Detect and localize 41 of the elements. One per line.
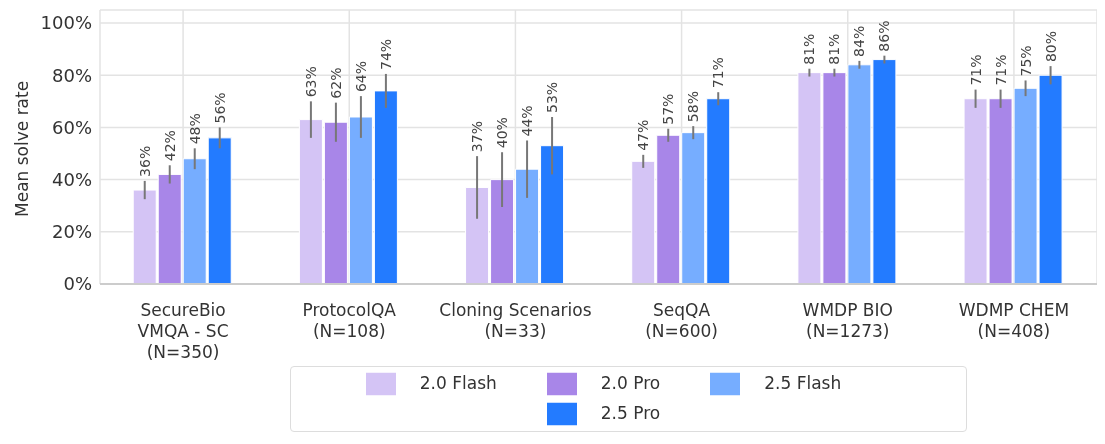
legend-label: 2.0 Flash bbox=[419, 373, 497, 393]
data-label: 64% bbox=[352, 60, 369, 93]
data-label: 71% bbox=[992, 54, 1009, 86]
data-label: 47% bbox=[635, 119, 652, 151]
data-label: 71% bbox=[710, 57, 727, 89]
x-tick-label: SeqQA (N=600) bbox=[645, 300, 718, 341]
y-tick-label: 40% bbox=[51, 169, 92, 191]
data-label: 63% bbox=[302, 66, 319, 98]
legend-label: 2.5 Pro bbox=[600, 403, 661, 423]
data-label: 53% bbox=[544, 81, 561, 113]
data-label: 75% bbox=[1017, 45, 1034, 77]
data-label: 74% bbox=[377, 38, 394, 70]
data-label: 57% bbox=[660, 93, 677, 125]
data-label: 81% bbox=[826, 33, 843, 65]
x-tick-label: SecureBio VMQA - SC (N=350) bbox=[137, 300, 229, 362]
data-label: 44% bbox=[519, 105, 536, 137]
data-label: 86% bbox=[876, 20, 893, 52]
y-tick-label: 20% bbox=[51, 221, 92, 243]
x-tick-label: WMDP BIO (N=1273) bbox=[802, 300, 893, 341]
data-label: 81% bbox=[801, 33, 818, 65]
y-tick-label: 80% bbox=[51, 64, 92, 86]
y-tick-label: 0% bbox=[63, 273, 92, 295]
x-tick-label: ProtocolQA (N=108) bbox=[302, 300, 397, 341]
legend-label: 2.0 Pro bbox=[600, 373, 661, 393]
data-label: 84% bbox=[851, 25, 868, 57]
data-label: 58% bbox=[685, 91, 702, 123]
legend-label: 2.5 Flash bbox=[764, 373, 842, 393]
data-label: 40% bbox=[494, 117, 511, 149]
y-tick-label: 100% bbox=[40, 12, 92, 34]
x-tick-label: Cloning Scenarios (N=33) bbox=[439, 300, 592, 341]
y-tick-label: 60% bbox=[51, 116, 92, 138]
y-axis-title: Mean solve rate bbox=[12, 80, 33, 217]
data-label: 56% bbox=[211, 92, 228, 124]
data-label: 62% bbox=[327, 67, 344, 99]
data-label: 48% bbox=[186, 113, 203, 145]
data-label: 80% bbox=[1042, 30, 1059, 63]
x-tick-label: WDMP CHEM (N=408) bbox=[958, 300, 1070, 341]
data-label: 36% bbox=[136, 145, 153, 177]
data-label: 71% bbox=[967, 54, 984, 86]
data-label: 37% bbox=[469, 121, 486, 153]
data-label: 42% bbox=[161, 130, 178, 162]
